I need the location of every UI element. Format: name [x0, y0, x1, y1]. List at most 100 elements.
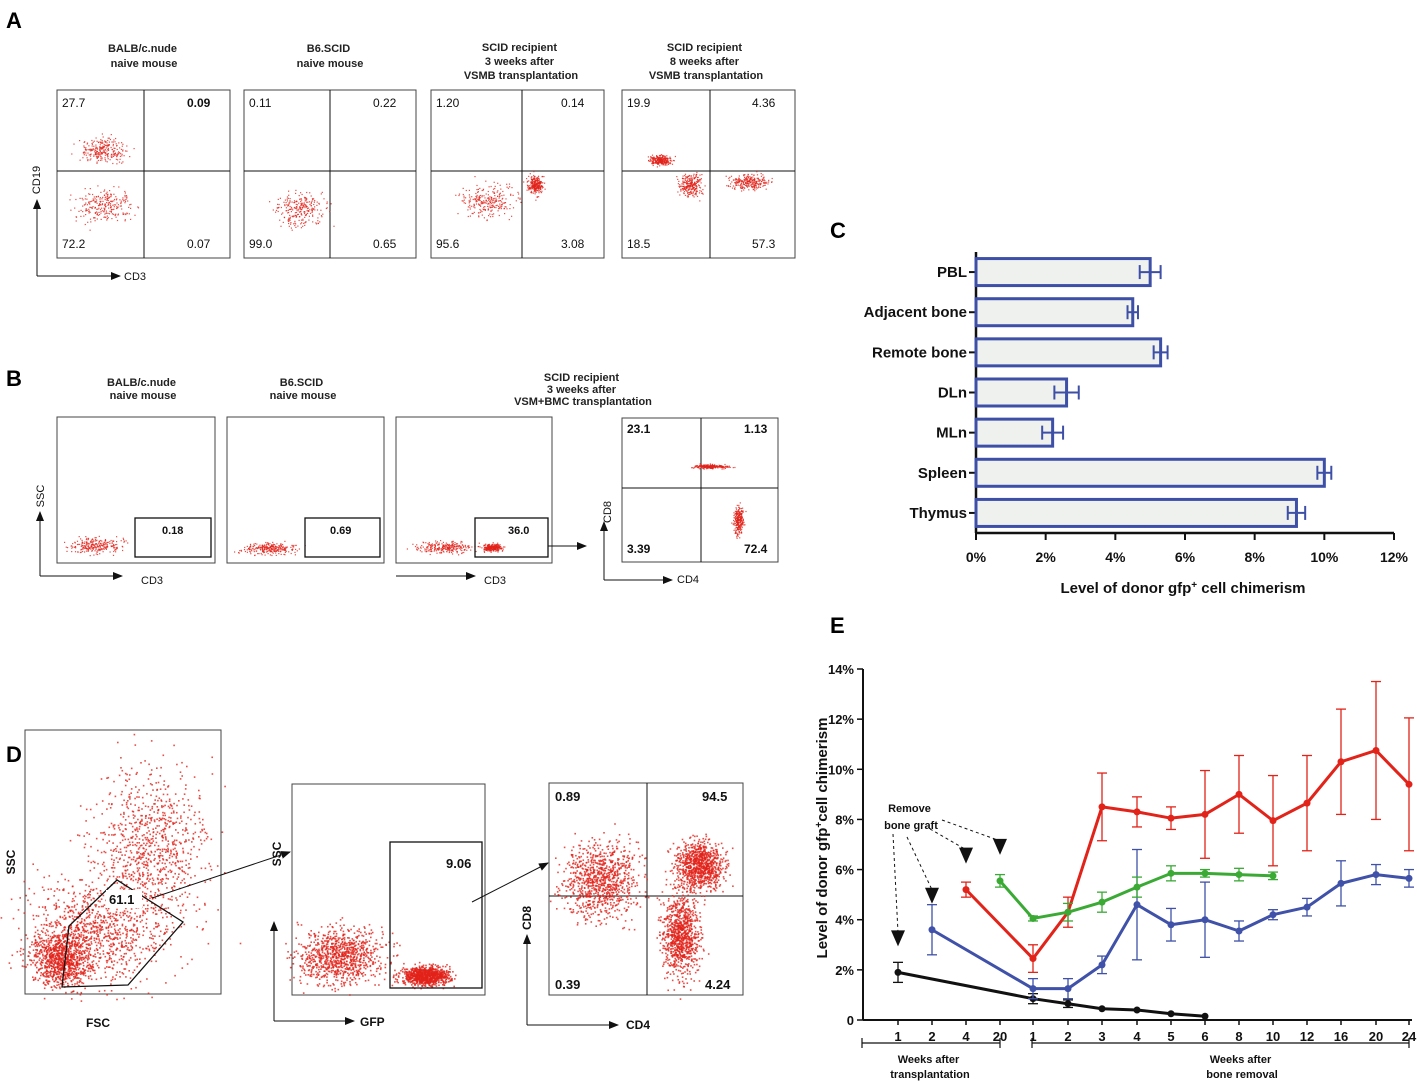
- c-bar: [974, 257, 1152, 288]
- e-point-blue: [1235, 927, 1243, 935]
- e-series-line-red: [964, 748, 1411, 961]
- a1-ll: 72.2: [62, 237, 86, 251]
- e-point-red: [1372, 746, 1380, 754]
- e-point-blue: [1098, 961, 1106, 969]
- a2-lr: 0.65: [373, 237, 397, 251]
- e-series-line-black: [897, 970, 1206, 1018]
- c-bar: [974, 337, 1163, 368]
- b4-lr: 72.4: [744, 542, 768, 556]
- e-point-red: [1133, 808, 1141, 816]
- b4-ul: 23.1: [627, 422, 651, 436]
- e-point-black: [1098, 1005, 1106, 1013]
- b4-x-label: CD4: [677, 574, 699, 586]
- b2-title: B6.SCID naive mouse: [270, 377, 337, 402]
- c-x-tick-label: 10%: [1310, 549, 1339, 565]
- a2-plot: 0.11 0.22 99.0 0.65: [243, 89, 417, 259]
- e-point-blue: [1269, 911, 1277, 919]
- e-x-tick-label: 5: [1167, 1029, 1174, 1044]
- e-point-red: [962, 886, 970, 894]
- a2-ll: 99.0: [249, 237, 273, 251]
- c-x-tick-label: 6%: [1175, 549, 1196, 565]
- e-x-tick-label: 1: [894, 1029, 901, 1044]
- d1-y-label: SSC: [4, 849, 18, 874]
- c-category-label: MLn: [936, 425, 967, 442]
- e-point-black: [1064, 1000, 1072, 1008]
- e-point-blue: [1405, 874, 1413, 882]
- e-point-green: [1235, 871, 1243, 879]
- c-x-label: Level of donor gfp+ cell chimerism: [1060, 580, 1305, 598]
- b4-y-label: CD8: [602, 501, 614, 523]
- a4-dots: [647, 154, 773, 202]
- panel-c-label: C: [830, 218, 846, 243]
- a1-lr: 0.07: [187, 237, 211, 251]
- b3-gate-value: 36.0: [508, 525, 529, 537]
- d2-plot: 9.06 SSC GFP: [270, 783, 486, 1029]
- e-y-tick-label: 14%: [828, 662, 854, 677]
- c-x-tick-label: 12%: [1380, 549, 1409, 565]
- e-x-tick-label: 12: [1300, 1029, 1314, 1044]
- a2-ur: 0.22: [373, 96, 397, 110]
- e-x-tick-label: 20: [993, 1029, 1007, 1044]
- d2-y-label: SSC: [270, 841, 284, 866]
- b3-title: SCID recipient 3 weeks after VSM+BMC tra…: [514, 372, 652, 408]
- e-point-red: [1167, 814, 1175, 822]
- d1-dots: [0, 733, 242, 1002]
- e-point-green: [1269, 872, 1277, 880]
- panel-d: D 61.1 SSC FSC 9.06 SSC GFP 0: [0, 729, 744, 1032]
- e-point-red: [1029, 955, 1037, 963]
- e-point-green: [1201, 869, 1209, 877]
- a1-plot: 27.7 0.09 72.2 0.07: [56, 89, 231, 259]
- e-x-tick-label: 6: [1201, 1029, 1208, 1044]
- e-point-green: [996, 877, 1004, 885]
- e-y-tick-label: 4%: [835, 913, 854, 928]
- panel-e-label: E: [830, 613, 845, 638]
- e-point-green: [1167, 869, 1175, 877]
- a3-ul: 1.20: [436, 96, 460, 110]
- c-x-tick-label: 0%: [966, 549, 987, 565]
- e-point-red: [1098, 803, 1106, 811]
- b1-title: BALB/c.nude naive mouse: [107, 377, 179, 402]
- c-bar: [974, 497, 1298, 528]
- e-point-red: [1269, 817, 1277, 825]
- d3-lr: 4.24: [705, 977, 731, 992]
- a4-ul: 19.9: [627, 96, 651, 110]
- c-bar: [974, 377, 1069, 408]
- b4-ll: 3.39: [627, 542, 651, 556]
- c-bar: [974, 417, 1055, 448]
- c-bar: [974, 457, 1326, 488]
- e-dashed-leader: [906, 836, 933, 890]
- e-arrowhead-icon: [993, 838, 1007, 855]
- d3-ur: 94.5: [702, 789, 727, 804]
- e-point-red: [1337, 758, 1345, 766]
- e-point-blue: [1029, 985, 1037, 993]
- b1-plot: 0.18: [56, 416, 216, 564]
- b1-dots: [64, 535, 129, 557]
- e-x-tick-label: 16: [1334, 1029, 1348, 1044]
- e-point-red: [1303, 799, 1311, 807]
- e-arrowhead-icon: [925, 887, 939, 904]
- e-point-black: [1201, 1012, 1209, 1020]
- d-arrow-1: [151, 851, 291, 899]
- panel-a-label: A: [6, 8, 22, 33]
- e-dashed-leader: [892, 833, 899, 933]
- a1-ur: 0.09: [187, 96, 211, 110]
- e-dashed-leader: [941, 819, 1001, 842]
- e-point-blue: [1064, 985, 1072, 993]
- d3-ul: 0.89: [555, 789, 580, 804]
- d2-dots: [285, 917, 457, 996]
- b3-dots: [406, 540, 506, 556]
- panel-a: A BALB/c.nude naive mouse B6.SCID naive …: [6, 8, 796, 283]
- b-x-label: CD3: [141, 575, 163, 587]
- a1-title: BALB/c.nude naive mouse: [108, 43, 180, 70]
- d-gfp-gate-value: 9.06: [446, 856, 471, 871]
- c-x-tick-label: 4%: [1105, 549, 1126, 565]
- e-y-tick-label: 8%: [835, 812, 854, 827]
- a4-plot: 19.9 4.36 18.5 57.3: [621, 89, 796, 259]
- e-point-blue: [1133, 901, 1141, 909]
- c-category-label: Thymus: [909, 505, 967, 522]
- panel-b: B BALB/c.nude naive mouse B6.SCID naive …: [6, 366, 779, 587]
- c-x-tick-label: 2%: [1036, 549, 1057, 565]
- b4-dots: [691, 463, 747, 539]
- panel-d-label: D: [6, 742, 22, 767]
- e-group-label-2: Weeks after bone removal: [1206, 1054, 1278, 1081]
